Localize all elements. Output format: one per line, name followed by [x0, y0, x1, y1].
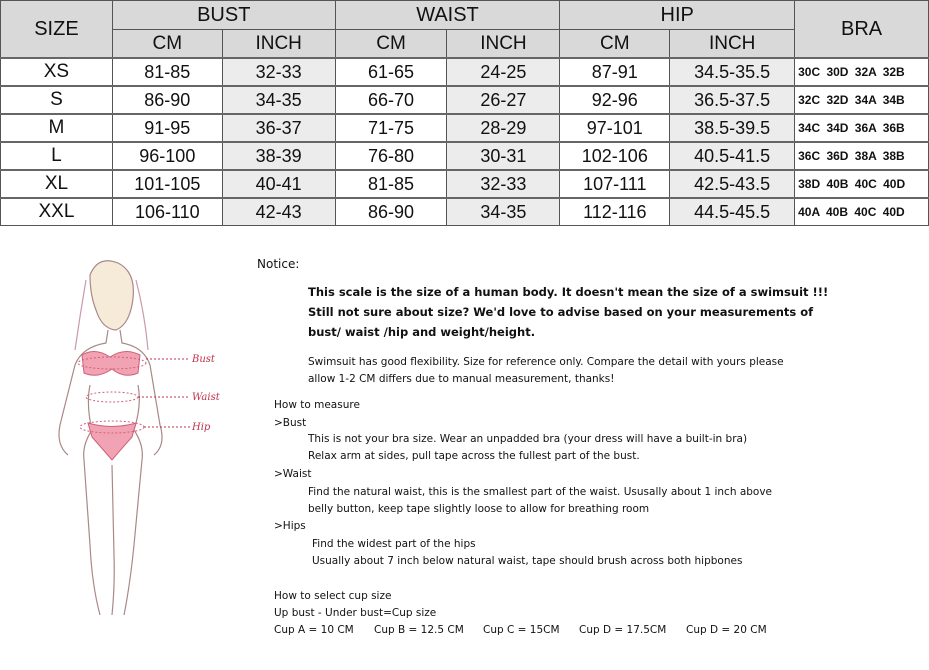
cell-hip-cm: 97-101 — [559, 113, 671, 143]
header-waist: WAIST — [334, 0, 561, 30]
cell-size: S — [0, 85, 113, 115]
cell-hip-in: 40.5-41.5 — [669, 141, 796, 171]
cell-hip-cm: 107-111 — [559, 169, 671, 199]
size-chart-table: SIZE BUST WAIST HIP BRA CM INCH CM INCH … — [0, 0, 929, 226]
cell-hip-cm: 92-96 — [559, 85, 671, 115]
cell-bra: 38D 40B 40C 40D — [794, 169, 929, 199]
cell-bra: 32C 32D 34A 34B — [794, 85, 929, 115]
cell-waist-cm: 66-70 — [334, 85, 448, 115]
notice-bold-3: bust/ waist /hip and weight/height. — [308, 325, 536, 339]
cup-d-2: Cup D = 20 CM — [686, 624, 767, 636]
hips-heading: >Hips — [274, 520, 306, 532]
waist-text-1: Find the natural waist, this is the smal… — [308, 486, 773, 498]
notice-bold-2: Still not sure about size? We'd love to … — [308, 305, 814, 319]
cell-bust-in: 38-39 — [221, 141, 336, 171]
cell-bra: 36C 36D 38A 38B — [794, 141, 929, 171]
cell-hip-in: 38.5-39.5 — [669, 113, 796, 143]
cell-bra: 30C 30D 32A 32B — [794, 57, 929, 87]
cell-waist-in: 32-33 — [446, 169, 561, 199]
header-bra: BRA — [794, 0, 929, 59]
cup-c: Cup C = 15CM — [483, 624, 560, 636]
cell-bra: 34C 34D 36A 36B — [794, 113, 929, 143]
cell-waist-cm: 76-80 — [334, 141, 448, 171]
cell-size: XXL — [0, 197, 113, 226]
bust-text-2: Relax arm at sides, pull tape across the… — [308, 450, 640, 462]
cup-d: Cup D = 17.5CM — [579, 624, 667, 636]
table-row: S 86-90 34-35 66-70 26-27 92-96 36.5-37.5 32C 3… — [0, 85, 929, 115]
notice-bold-1: This scale is the size of a human body. … — [308, 285, 829, 299]
cell-waist-cm: 86-90 — [334, 197, 448, 226]
header-hip: HIP — [559, 0, 796, 30]
header-inch: INCH — [221, 29, 336, 59]
header-cm: CM — [334, 29, 448, 59]
cell-waist-cm: 81-85 — [334, 169, 448, 199]
waist-heading: >Waist — [274, 468, 312, 480]
cell-bra: 40A 40B 40C 40D — [794, 197, 929, 226]
header-inch: INCH — [446, 29, 561, 59]
cell-waist-in: 24-25 — [446, 57, 561, 87]
cell-bust-in: 32-33 — [221, 57, 336, 87]
cell-bust-in: 36-37 — [221, 113, 336, 143]
body-figure: Bust Waist Hip — [20, 255, 250, 645]
bust-text-1: This is not your bra size. Wear an unpad… — [308, 433, 748, 445]
header-bust: BUST — [111, 0, 336, 30]
cell-size: L — [0, 141, 113, 171]
cell-bust-in: 42-43 — [221, 197, 336, 226]
cell-hip-in: 36.5-37.5 — [669, 85, 796, 115]
hips-text-1: Find the widest part of the hips — [312, 538, 476, 550]
cell-bust-cm: 106-110 — [111, 197, 223, 226]
cup-formula: Up bust - Under bust=Cup size — [274, 607, 437, 619]
cell-size: M — [0, 113, 113, 143]
header-size: SIZE — [0, 0, 113, 59]
cell-bust-in: 40-41 — [221, 169, 336, 199]
cup-heading: How to select cup size — [274, 590, 392, 602]
cell-bust-cm: 86-90 — [111, 85, 223, 115]
flex-1: Swimsuit has good flexibility. Size for … — [308, 356, 784, 368]
cell-hip-in: 34.5-35.5 — [669, 57, 796, 87]
cell-waist-in: 26-27 — [446, 85, 561, 115]
cell-hip-cm: 102-106 — [559, 141, 671, 171]
header-cm: CM — [111, 29, 223, 59]
cell-size: XS — [0, 57, 113, 87]
table-row: XXL 106-110 42-43 86-90 34-35 112-116 44.5-45.… — [0, 197, 929, 226]
cell-waist-in: 34-35 — [446, 197, 561, 226]
cell-waist-in: 30-31 — [446, 141, 561, 171]
how-to-measure: How to measure — [274, 399, 360, 411]
cell-waist-cm: 71-75 — [334, 113, 448, 143]
table-row: XL 101-105 40-41 81-85 32-33 107-111 42.5-43.5… — [0, 169, 929, 199]
cell-bust-cm: 96-100 — [111, 141, 223, 171]
cell-hip-cm: 87-91 — [559, 57, 671, 87]
cup-b: Cup B = 12.5 CM — [374, 624, 464, 636]
cell-bust-in: 34-35 — [221, 85, 336, 115]
cell-waist-cm: 61-65 — [334, 57, 448, 87]
notice-title: Notice: — [257, 257, 300, 271]
cell-hip-in: 44.5-45.5 — [669, 197, 796, 226]
cell-bust-cm: 81-85 — [111, 57, 223, 87]
table-row: M 91-95 36-37 71-75 28-29 97-101 38.5-39.5 34C … — [0, 113, 929, 143]
cell-bust-cm: 101-105 — [111, 169, 223, 199]
table-row: L 96-100 38-39 76-80 30-31 102-106 40.5-41.5 36… — [0, 141, 929, 171]
flex-2: allow 1-2 CM differs due to manual measu… — [308, 373, 615, 385]
bust-label: Bust — [191, 354, 216, 365]
cell-hip-in: 42.5-43.5 — [669, 169, 796, 199]
header-cm: CM — [559, 29, 671, 59]
hip-label: Hip — [191, 422, 211, 433]
table-row: XS 81-85 32-33 61-65 24-25 87-91 34.5-35.5 30C … — [0, 57, 929, 87]
header-inch: INCH — [669, 29, 796, 59]
cell-hip-cm: 112-116 — [559, 197, 671, 226]
waist-label: Waist — [192, 392, 221, 403]
cell-waist-in: 28-29 — [446, 113, 561, 143]
cell-size: XL — [0, 169, 113, 199]
bust-heading: >Bust — [274, 417, 307, 429]
cell-bust-cm: 91-95 — [111, 113, 223, 143]
cup-a: Cup A = 10 CM — [274, 624, 354, 636]
hips-text-2: Usually about 7 inch below natural waist… — [312, 555, 743, 567]
waist-text-2: belly button, keep tape slightly loose t… — [308, 503, 650, 515]
